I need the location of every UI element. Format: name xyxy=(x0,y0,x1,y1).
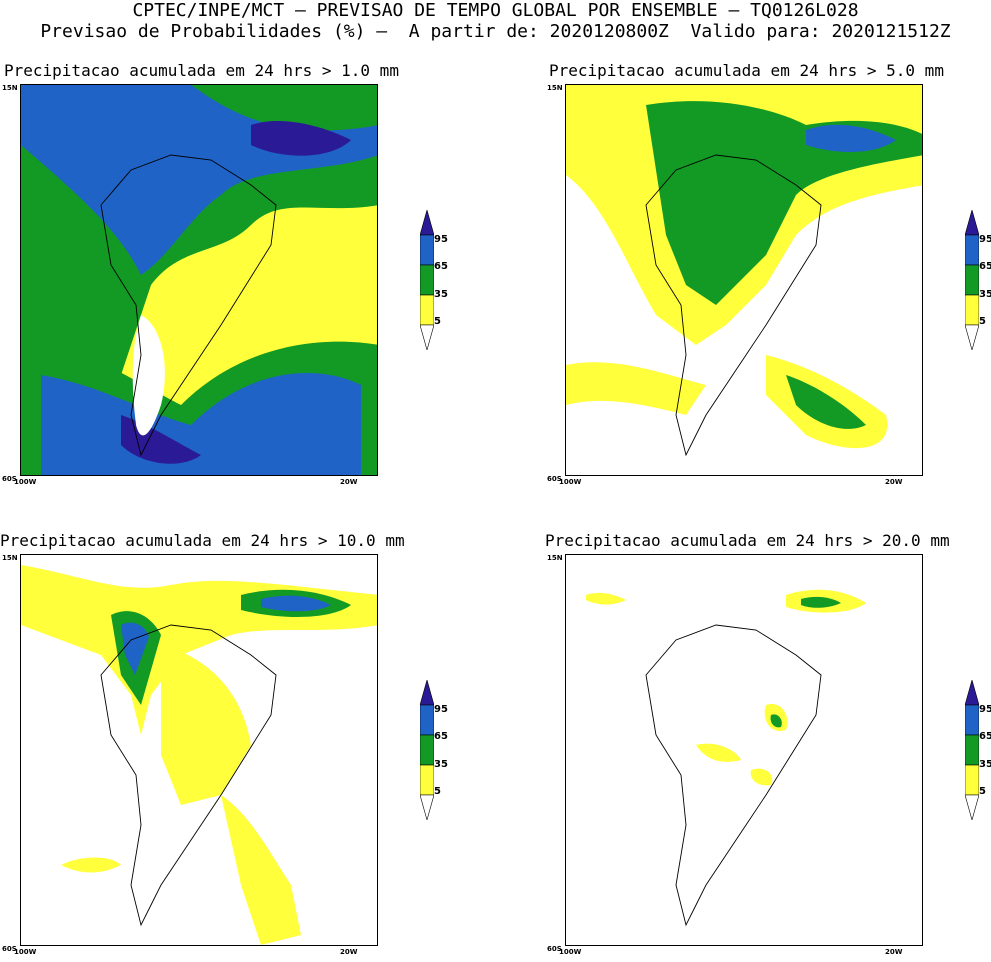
map-area xyxy=(20,554,378,946)
legend-label-35: 35 xyxy=(979,759,991,770)
legend-label-65: 65 xyxy=(434,261,448,272)
lon-label: 20W xyxy=(885,478,903,486)
legend-panel-1: 95 65 35 5 xyxy=(420,210,480,350)
lon-label: 100W xyxy=(14,948,37,956)
legend-label-5: 5 xyxy=(979,786,986,797)
subtitle: Previsao de Probabilidades (%) – A parti… xyxy=(40,21,951,42)
legend-panel-3: 95 65 35 5 xyxy=(420,680,480,820)
map-area xyxy=(565,554,923,946)
lon-label: 100W xyxy=(559,948,582,956)
lat-label: 15N xyxy=(2,554,18,562)
legend-label-5: 5 xyxy=(979,316,986,327)
lon-label: 20W xyxy=(340,478,358,486)
legend-panel-4: 95 65 35 5 xyxy=(965,680,991,820)
legend-label-95: 95 xyxy=(979,234,991,245)
legend-label-95: 95 xyxy=(979,704,991,715)
legend-label-65: 65 xyxy=(979,261,991,272)
lat-label: 15N xyxy=(2,84,18,92)
legend-label-95: 95 xyxy=(434,704,448,715)
legend-label-5: 5 xyxy=(434,786,441,797)
legend-label-95: 95 xyxy=(434,234,448,245)
lon-label: 100W xyxy=(559,478,582,486)
legend-label-35: 35 xyxy=(979,289,991,300)
panel-title: Precipitacao acumulada em 24 hrs > 20.0 … xyxy=(545,531,950,550)
main-title: CPTEC/INPE/MCT – PREVISAO DE TEMPO GLOBA… xyxy=(132,0,859,21)
panel-20mm: Precipitacao acumulada em 24 hrs > 20.0 … xyxy=(545,532,965,962)
panel-5mm: Precipitacao acumulada em 24 hrs > 5.0 m… xyxy=(545,62,965,492)
legend-label-65: 65 xyxy=(979,731,991,742)
lon-label: 20W xyxy=(885,948,903,956)
lat-label: 60S xyxy=(547,475,562,483)
lat-label: 60S xyxy=(2,945,17,953)
lat-label: 15N xyxy=(547,554,563,562)
lon-label: 100W xyxy=(14,478,37,486)
panel-title: Precipitacao acumulada em 24 hrs > 1.0 m… xyxy=(4,61,399,80)
lat-label: 60S xyxy=(547,945,562,953)
panel-title: Precipitacao acumulada em 24 hrs > 5.0 m… xyxy=(549,61,944,80)
legend-label-5: 5 xyxy=(434,316,441,327)
legend-panel-2: 95 65 35 5 xyxy=(965,210,991,350)
panel-10mm: Precipitacao acumulada em 24 hrs > 10.0 … xyxy=(0,532,420,962)
panel-title: Precipitacao acumulada em 24 hrs > 10.0 … xyxy=(0,531,405,550)
map-area xyxy=(20,84,378,476)
legend-label-35: 35 xyxy=(434,289,448,300)
lat-label: 60S xyxy=(2,475,17,483)
lon-label: 20W xyxy=(340,948,358,956)
map-area xyxy=(565,84,923,476)
lat-label: 15N xyxy=(547,84,563,92)
legend-label-35: 35 xyxy=(434,759,448,770)
legend-label-65: 65 xyxy=(434,731,448,742)
panel-1mm: Precipitacao acumulada em 24 hrs > 1.0 m… xyxy=(0,62,420,492)
